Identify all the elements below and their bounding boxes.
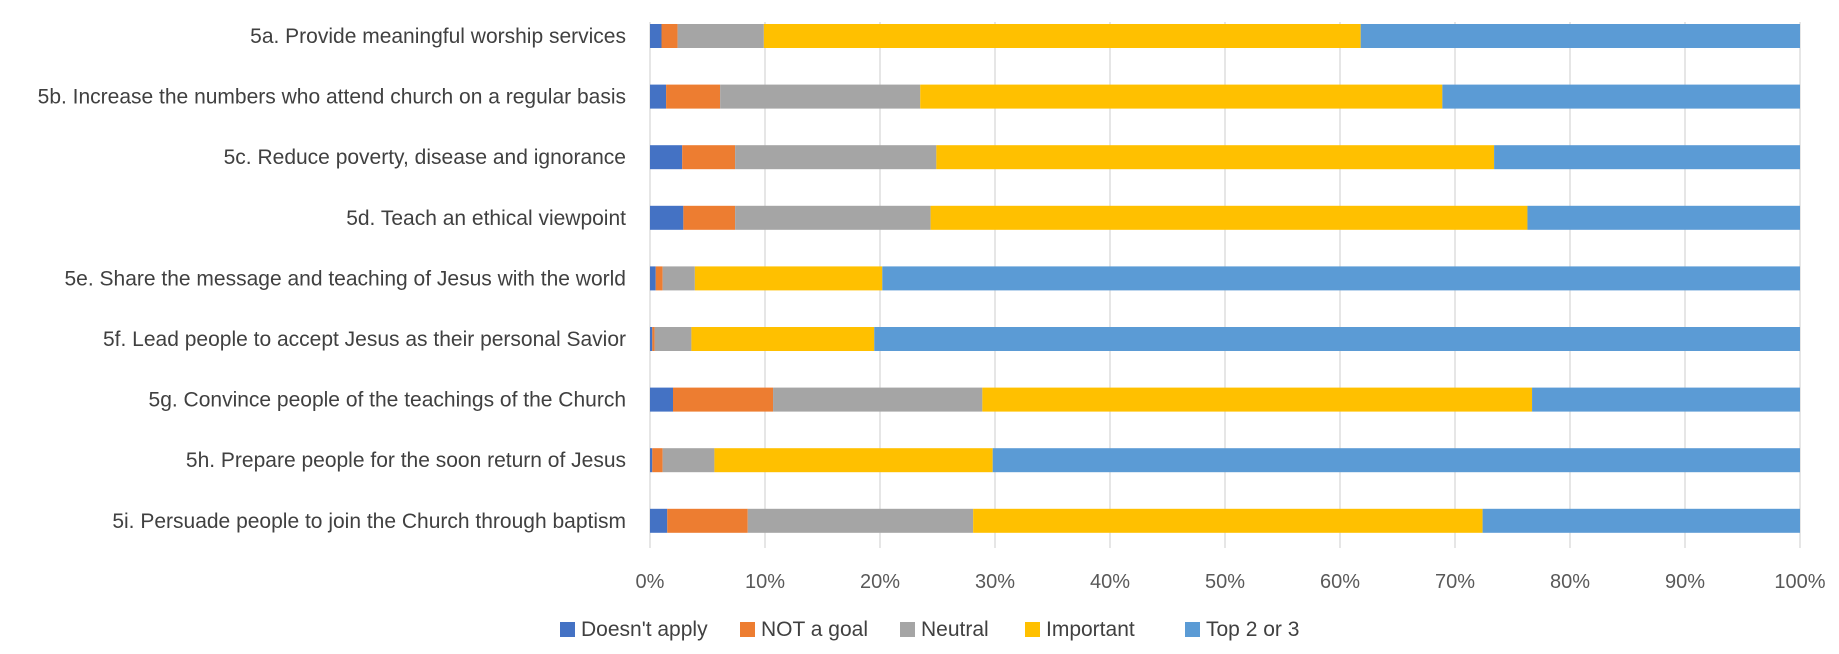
bar-segment [930, 205, 1528, 230]
category-label: 5e. Share the message and teaching of Je… [64, 267, 626, 290]
bar-segment [735, 145, 937, 170]
bar-segment [650, 24, 662, 48]
bar-segment [650, 327, 653, 351]
bar-segment [650, 266, 656, 291]
bar-segment [763, 24, 1361, 48]
bar-segment [661, 24, 678, 48]
bar-segment [1360, 24, 1800, 48]
bar-segment [682, 145, 736, 170]
bar-segment [652, 448, 663, 473]
bar-segment [936, 145, 1495, 170]
bar-segment [1442, 84, 1800, 109]
x-tick-label: 50% [1205, 571, 1245, 593]
bar-segment [1527, 205, 1800, 230]
bar-segment [691, 327, 875, 351]
x-tick-label: 40% [1090, 571, 1130, 593]
bar-segment [650, 205, 684, 230]
bar-segment [714, 448, 993, 473]
bar-segment [882, 266, 1800, 291]
bar-segment [973, 508, 1483, 533]
bar-segment [650, 145, 683, 170]
legend-swatch [900, 622, 915, 637]
bar-segment [650, 508, 668, 533]
bar-segment [773, 387, 983, 412]
legend-swatch [560, 622, 575, 637]
x-tick-label: 20% [860, 571, 900, 593]
bar-segment [667, 508, 748, 533]
bar-segment [662, 448, 715, 473]
category-label: 5g. Convince people of the teachings of … [149, 389, 626, 412]
bar-segment [992, 448, 1800, 473]
legend-label: Neutral [921, 618, 989, 641]
bar-segment [673, 387, 774, 412]
category-label: 5h. Prepare people for the soon return o… [186, 449, 626, 472]
bar-segment [650, 448, 653, 473]
bar-segment [720, 84, 921, 109]
bar-segment [1494, 145, 1800, 170]
category-label: 5c. Reduce poverty, disease and ignoranc… [224, 146, 626, 169]
bar-segment [920, 84, 1443, 109]
x-tick-label: 70% [1435, 571, 1475, 593]
bar-segment [655, 266, 663, 291]
bar-segment [747, 508, 974, 533]
bar-segment [694, 266, 883, 291]
bar-segment [666, 84, 721, 109]
category-label: 5f. Lead people to accept Jesus as their… [103, 328, 626, 351]
bar-segment [1532, 387, 1800, 412]
x-tick-label: 60% [1320, 571, 1360, 593]
legend-label: Top 2 or 3 [1206, 618, 1299, 641]
bar-segment [874, 327, 1800, 351]
category-label: 5i. Persuade people to join the Church t… [112, 510, 626, 533]
legend-swatch [1185, 622, 1200, 637]
bar-segment [683, 205, 736, 230]
bar-segment [982, 387, 1533, 412]
legend-label: Doesn't apply [581, 618, 708, 641]
legend-label: NOT a goal [761, 618, 868, 641]
legend-swatch [1025, 622, 1040, 637]
legend-label: Important [1046, 618, 1135, 641]
x-tick-label: 100% [1774, 571, 1825, 593]
bar-segment [650, 84, 667, 109]
x-tick-label: 90% [1665, 571, 1705, 593]
bar-segment [1482, 508, 1800, 533]
x-tick-label: 80% [1550, 571, 1590, 593]
x-tick-label: 10% [745, 571, 785, 593]
bar-segment [662, 266, 695, 291]
bar-segment [654, 327, 692, 351]
bar-segment [652, 327, 655, 351]
bar-segment [650, 387, 673, 412]
x-tick-label: 0% [636, 571, 665, 593]
bar-segment [735, 205, 931, 230]
x-tick-label: 30% [975, 571, 1015, 593]
category-label: 5a. Provide meaningful worship services [250, 25, 626, 48]
legend-swatch [740, 622, 755, 637]
category-label: 5b. Increase the numbers who attend chur… [38, 86, 626, 109]
category-label: 5d. Teach an ethical viewpoint [346, 207, 626, 230]
bar-segment [677, 24, 764, 48]
